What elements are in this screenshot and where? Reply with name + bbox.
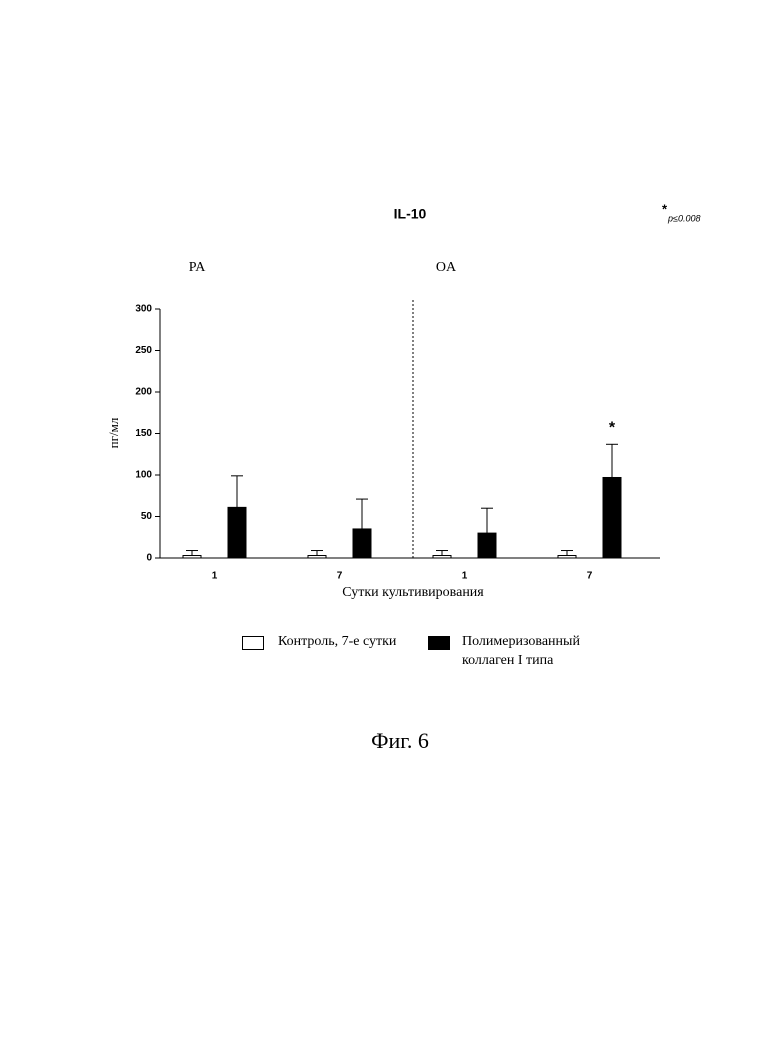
bar (353, 529, 371, 558)
y-tick-label: 300 (135, 304, 152, 315)
page: IL-10 * p≤0.008 PA OA пг/мл Сутки культи… (0, 0, 780, 1040)
bar (558, 556, 576, 558)
bar (603, 477, 621, 558)
note-text: p≤0.008 (667, 213, 700, 223)
y-axis-label: пг/мл (106, 417, 121, 448)
bar (308, 556, 326, 558)
bar (433, 556, 451, 558)
y-tick-label: 200 (135, 387, 152, 398)
y-tick-label: 0 (146, 553, 152, 564)
legend-label: Полимеризованный коллаген I типа (462, 632, 592, 670)
x-axis-label: Сутки культивирования (342, 585, 484, 600)
legend-label: Контроль, 7-е сутки (278, 632, 396, 651)
y-tick-label: 250 (135, 345, 152, 356)
x-tick-label: 1 (212, 571, 218, 582)
y-tick-label: 150 (135, 428, 152, 439)
legend-swatch (242, 636, 264, 650)
chart: IL-10 * p≤0.008 PA OA пг/мл Сутки культи… (0, 0, 780, 1040)
caption: Фиг. 6 (371, 728, 429, 753)
bar (183, 556, 201, 558)
x-tick-label: 7 (587, 571, 593, 582)
x-tick-label: 1 (462, 571, 468, 582)
y-tick-label: 100 (135, 470, 152, 481)
x-tick-label: 7 (337, 571, 343, 582)
significance-marker: * (609, 420, 616, 437)
bar (228, 507, 246, 558)
group-label: PA (189, 260, 207, 275)
legend-swatch (428, 636, 450, 650)
y-tick-label: 50 (141, 511, 153, 522)
chart-title: IL-10 (394, 206, 427, 222)
bar (478, 533, 496, 558)
group-label: OA (436, 260, 457, 275)
